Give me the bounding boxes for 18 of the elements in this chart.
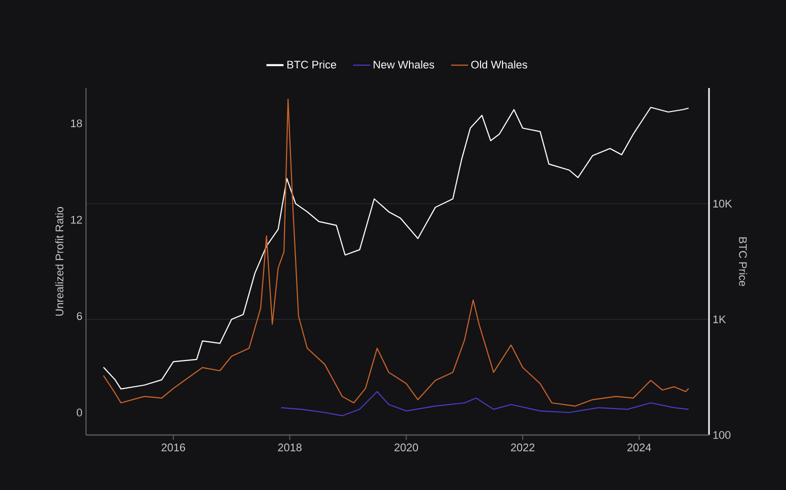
x-tick-label: 2024: [627, 444, 652, 452]
line-series: [280, 391, 690, 416]
x-tick-label: 2020: [394, 444, 418, 452]
x-tick-label: 2018: [278, 444, 302, 452]
y2-tick-label: 1K: [713, 316, 726, 324]
y-tick-label: 12: [71, 216, 82, 224]
y2-axis-title: BTC Price: [738, 237, 748, 286]
legend-label: New Whales: [374, 60, 434, 69]
y2-tick-label: 10K: [713, 200, 732, 208]
y-tick-label: 6: [76, 312, 82, 320]
legend-label: BTC Price: [287, 60, 336, 69]
y-axis-title: Unrealized Profit Ratio: [55, 206, 64, 316]
y-tick-label: 18: [71, 119, 82, 128]
x-tick-label: 2016: [162, 444, 186, 452]
x-tick-label: 2022: [511, 444, 534, 452]
y-tick-label: 0: [76, 408, 82, 416]
legend-label: Old Whales: [471, 60, 528, 69]
y2-tick-label: 100: [713, 431, 730, 439]
